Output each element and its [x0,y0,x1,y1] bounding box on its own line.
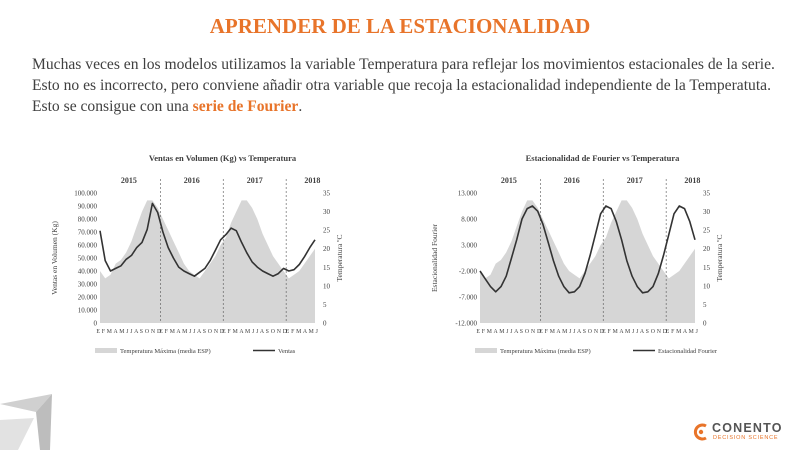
year-label: 2015 [501,176,517,185]
y-tick-label: 20.000 [78,294,98,302]
conento-c-icon [693,423,707,441]
y2-tick-label: 5 [703,301,707,309]
month-tick-labels: E F M A M J J A S O N D [602,329,667,335]
y2-tick-label: 30 [323,208,331,216]
month-tick-labels: E F M A M J J A S O N D [96,329,161,335]
month-tick-labels: E F M A M J J A S O N D [476,329,541,335]
chart-svg: Ventas en Volumen (Kg) vs Temperatura201… [50,153,344,355]
y2-tick-label: 30 [703,208,711,216]
legend-line-label: Ventas [278,348,296,355]
y2-tick-label: 15 [323,264,331,272]
y-tick-label: 13.000 [458,190,478,198]
y-tick-label: -7.000 [459,294,478,302]
month-tick-labels: E F M A M J J A S O N D [159,329,224,335]
y-tick-label: 80.000 [78,216,98,224]
y2-tick-label: 25 [323,227,331,235]
y-tick-label: 60.000 [78,242,98,250]
y-tick-label: -12.000 [455,320,477,328]
year-label: 2017 [627,176,643,185]
y2-axis-label: Temperatura ºC [715,235,724,282]
y2-tick-label: 35 [323,190,331,198]
y-tick-label: 10.000 [78,307,98,315]
legend-area-label: Temperatura Máxima (media ESP) [500,348,591,355]
month-tick-labels: E F M A M J J A S O N D [222,329,287,335]
month-tick-labels: E F M A M J [666,329,699,335]
y2-tick-label: 20 [703,245,711,253]
year-label: 2016 [564,176,580,185]
legend-area-swatch [475,348,497,353]
intro-text: Muchas veces en los modelos utilizamos l… [32,56,775,115]
year-label: 2016 [184,176,200,185]
y2-tick-label: 10 [703,282,711,290]
temperature-area-series [100,200,315,323]
year-label: 2017 [247,176,263,185]
y-tick-label: 70.000 [78,229,98,237]
sales-vs-temperature-chart: Ventas en Volumen (Kg) vs Temperatura 201… [45,148,405,363]
chart-title: Ventas en Volumen (Kg) vs Temperatura [149,153,297,163]
y-tick-label: 0 [94,320,98,328]
main-line-series [479,205,696,294]
legend-line-label: Estacionalidad Fourier [658,348,718,355]
y-tick-label: 40.000 [78,268,98,276]
decorative-corner-shape [0,394,52,450]
logo-tagline: DECISION SCIENCE [713,435,779,441]
y-tick-label: 3.000 [461,242,477,250]
y-tick-label: 8.000 [461,216,477,224]
y-axis-label: Estacionalidad Fourier [430,223,439,292]
month-tick-labels: E F M A M J [286,329,319,335]
intro-paragraph: Muchas veces en los modelos utilizamos l… [32,54,777,117]
chart-svg: Estacionalidad de Fourier vs Temperatura… [430,153,724,355]
year-label: 2018 [304,176,320,185]
y2-tick-label: 5 [323,301,327,309]
fourier-vs-temperature-chart: Estacionalidad de Fourier vs Temperatura… [425,148,785,363]
legend-area-label: Temperatura Máxima (media ESP) [120,348,211,355]
y2-tick-label: 15 [703,264,711,272]
y-tick-label: -2.000 [459,268,478,276]
y-tick-label: 100.000 [74,190,97,198]
y2-tick-label: 0 [323,320,327,328]
conento-logo: CONENTO DECISION SCIENCE [692,420,792,444]
fourier-highlight: serie de Fourier [192,98,299,115]
y-tick-label: 30.000 [78,281,98,289]
y2-tick-label: 10 [323,282,331,290]
y-axis-label: Ventas en Volumen (Kg) [50,221,59,295]
y2-axis-label: Temperatura ºC [335,235,344,282]
slide-title: APRENDER DE LA ESTACIONALIDAD [209,14,591,38]
year-label: 2018 [684,176,700,185]
y-tick-label: 90.000 [78,203,98,211]
main-line-series [99,202,316,277]
y2-tick-label: 25 [703,227,711,235]
intro-end: . [298,98,303,115]
chart-title: Estacionalidad de Fourier vs Temperatura [526,153,681,163]
y-tick-label: 50.000 [78,255,98,263]
y2-tick-label: 20 [323,245,331,253]
year-label: 2015 [121,176,137,185]
y2-tick-label: 35 [703,190,711,198]
legend-area-swatch [95,348,117,353]
logo-name: CONENTO [712,421,783,435]
month-tick-labels: E F M A M J J A S O N D [539,329,604,335]
y2-tick-label: 0 [703,320,707,328]
